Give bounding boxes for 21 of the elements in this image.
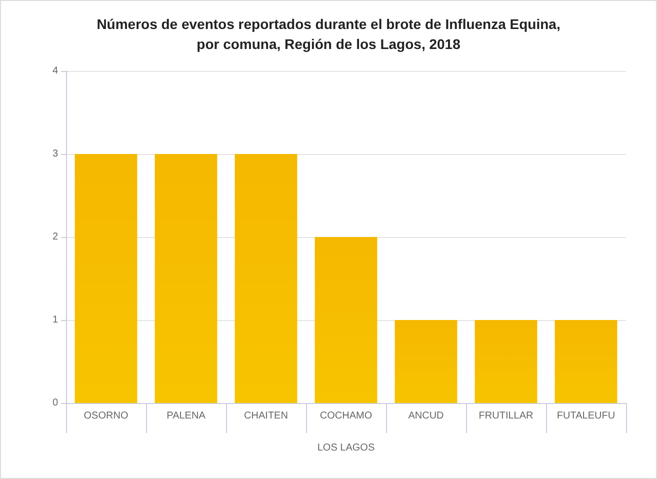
bar (74, 154, 138, 403)
x-tick-label: OSORNO (84, 410, 128, 422)
bar (314, 237, 378, 403)
x-axis-title: LOS LAGOS (317, 442, 375, 454)
y-tick-label: 0 (52, 398, 58, 408)
y-tick-label: 1 (52, 314, 58, 326)
x-tick-label: FRUTILLAR (478, 410, 534, 422)
x-tick-label: ANCUD (408, 410, 444, 422)
bar (474, 320, 538, 403)
x-tick-label: PALENA (166, 410, 206, 422)
y-tick-label: 2 (52, 232, 58, 242)
x-tick-label: FUTALEUFU (556, 410, 616, 422)
bar (554, 320, 618, 403)
bar (154, 154, 218, 403)
y-tick-label: 4 (52, 66, 58, 76)
chart-title: Números de eventos reportados durante el brote de Influenza Equina, por comuna, Región de los Lagos, 2018 (96, 16, 560, 52)
x-tick-label: CHAITEN (244, 410, 288, 422)
bar (234, 154, 298, 403)
y-tick-label: 3 (52, 148, 58, 160)
bar (394, 320, 458, 403)
x-tick-label: COCHAMO (320, 410, 372, 422)
